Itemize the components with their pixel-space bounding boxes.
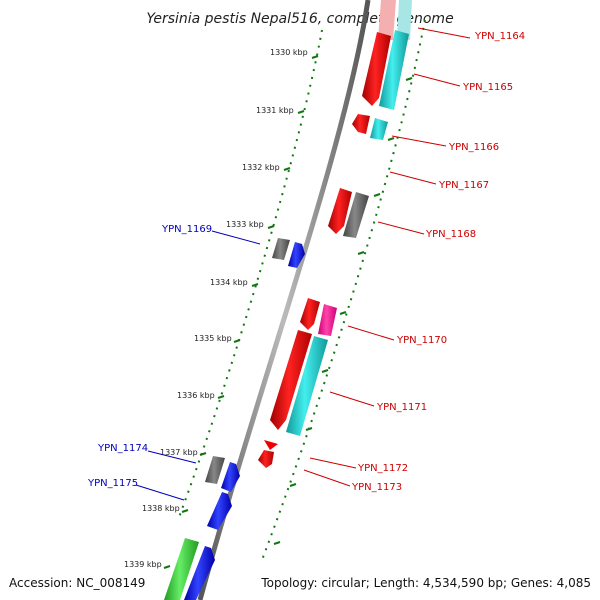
tick-label: 1338 kbp [142, 504, 180, 513]
tick-label: 1339 kbp [124, 560, 162, 569]
gene-label[interactable]: YPN_1164 [474, 31, 525, 42]
leader-line [391, 135, 447, 147]
leader-line [413, 73, 461, 87]
leader-line [135, 484, 185, 501]
tick-mark [233, 339, 241, 343]
gene-arrow[interactable] [378, 0, 396, 40]
tick-mark [305, 427, 313, 431]
tick-label: 1334 kbp [210, 278, 248, 287]
gene-arrow-ypn-1174[interactable] [205, 456, 225, 484]
leader-line [377, 221, 425, 235]
gene-arrow-ypn-1169-blue[interactable] [288, 242, 305, 268]
gene-arrow-ypn-1171[interactable] [270, 330, 312, 430]
tick-label: 1333 kbp [226, 220, 264, 229]
tick-mark [267, 225, 275, 229]
gene-label[interactable]: YPN_1165 [462, 82, 513, 93]
gene-arrow-ypn-1169[interactable] [272, 238, 290, 260]
leader-line [309, 457, 357, 469]
gene-label[interactable]: YPN_1167 [438, 180, 489, 191]
gene-label[interactable]: YPN_1174 [97, 443, 148, 454]
gene-label[interactable]: YPN_1175 [87, 478, 138, 489]
tick-mark [321, 369, 329, 373]
accession-text: Accession: NC_008149 [9, 576, 145, 590]
gene-arrow-ypn-1170[interactable] [300, 298, 320, 330]
tick-mark [181, 509, 189, 513]
leader-line [147, 450, 197, 464]
tick-mark [199, 452, 207, 456]
gene-arrow-ypn-1166[interactable] [352, 114, 370, 134]
gene-arrow-ypn-1167[interactable] [328, 188, 352, 234]
gene-arrow-ypn-1172[interactable] [264, 440, 278, 450]
tick-mark [311, 55, 319, 59]
gene-arrow[interactable] [164, 538, 199, 600]
leader-line [389, 171, 437, 185]
tick-mark [357, 251, 365, 255]
gene-features-right [258, 0, 412, 468]
gene-label[interactable]: YPN_1173 [351, 482, 402, 493]
gene-label[interactable]: YPN_1170 [396, 335, 447, 346]
tick-label: 1330 kbp [270, 48, 308, 57]
tick-mark [217, 395, 225, 399]
gene-label[interactable]: YPN_1166 [448, 142, 499, 153]
leader-line [329, 391, 375, 407]
tick-mark [283, 167, 291, 171]
leader-lines-left [135, 230, 261, 501]
gene-arrow-ypn-1166-cyan[interactable] [370, 118, 388, 140]
gene-arrow-ypn-1165[interactable] [362, 32, 391, 106]
tick-mark [251, 283, 259, 287]
tick-mark [289, 483, 297, 487]
tick-mark [405, 77, 413, 81]
gene-label[interactable]: YPN_1169 [161, 224, 212, 235]
right-tick-marks [273, 77, 413, 545]
gene-arrow-ypn-1174-blue[interactable] [221, 462, 240, 492]
left-strand-guide [177, 29, 323, 521]
gene-features-left [164, 238, 305, 600]
map-title: Yersinia pestis Nepal516, complete genom… [146, 11, 453, 27]
tick-mark [163, 565, 171, 569]
gene-label[interactable]: YPN_1172 [357, 463, 408, 474]
tick-mark [373, 193, 381, 197]
gene-label[interactable]: YPN_1168 [425, 229, 476, 240]
tick-mark [387, 137, 395, 141]
gene-arrow[interactable] [397, 0, 412, 40]
right-strand-guide [261, 19, 426, 561]
tick-marks [163, 55, 319, 569]
leader-line [347, 325, 395, 341]
tick-label: 1337 kbp [160, 448, 198, 457]
tick-label: 1336 kbp [177, 391, 215, 400]
leader-line [303, 469, 351, 487]
gene-arrow-ypn-1173[interactable] [258, 450, 274, 468]
tick-label: 1332 kbp [242, 163, 280, 172]
tick-label: 1331 kbp [256, 106, 294, 115]
leader-line [417, 27, 471, 39]
gene-arrow-ypn-1171-cyan[interactable] [286, 336, 328, 436]
topology-text: Topology: circular; Length: 4,534,590 bp… [260, 576, 591, 590]
gene-label[interactable]: YPN_1171 [376, 402, 427, 413]
tick-mark [297, 110, 305, 114]
gene-arrow-ypn-1170-magenta[interactable] [318, 304, 337, 336]
leader-line [211, 230, 261, 245]
tick-label: 1335 kbp [194, 334, 232, 343]
leader-lines-right [303, 27, 471, 487]
gene-arrow-ypn-1165-cyan[interactable] [379, 30, 409, 110]
gene-arrow-ypn-1175[interactable] [207, 492, 232, 530]
tick-mark [273, 541, 281, 545]
gene-arrow-ypn-1168[interactable] [343, 192, 369, 238]
tick-mark [339, 311, 347, 315]
gene-arrow[interactable] [184, 546, 215, 600]
